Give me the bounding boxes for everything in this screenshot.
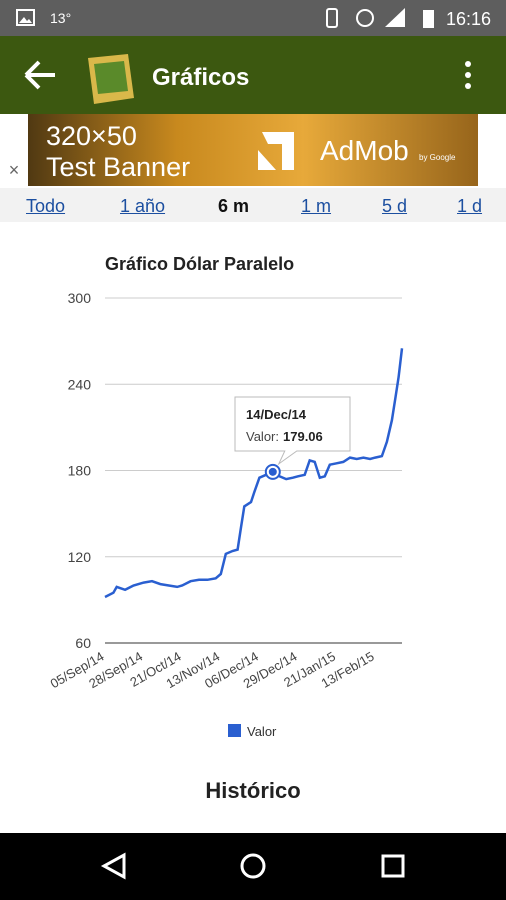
app-title: Gráficos: [152, 64, 249, 91]
ad-margin: [478, 114, 506, 186]
tab[interactable]: 5 d: [382, 196, 408, 216]
y-tick-label: 240: [68, 376, 92, 392]
chart: Gráfico Dólar Paralelo 6012018024030005/…: [48, 254, 404, 739]
back-button[interactable]: [24, 60, 55, 90]
status-bar: 13° 16:16: [0, 0, 506, 36]
ad-banner[interactable]: × 320×50 Test Banner AdMob by Google: [0, 114, 506, 186]
tooltip-number: 179.06: [283, 429, 323, 444]
tooltip-date: 14/Dec/14: [246, 407, 307, 422]
nav-icons: [100, 852, 405, 880]
tab[interactable]: 1 m: [301, 196, 332, 216]
vibrate-icon: [326, 8, 338, 28]
temperature: 13°: [50, 10, 71, 26]
series-line: [104, 348, 404, 599]
nav-back[interactable]: [100, 852, 126, 880]
tooltip-box: [234, 396, 351, 466]
nav-recents[interactable]: [381, 854, 405, 878]
legend-label: Valor: [247, 724, 277, 739]
status-icons: 13° 16:16: [16, 8, 491, 29]
y-tick-label: 300: [68, 290, 92, 306]
tab-row: Todo 1 año 6 m 1 m 5 d 1 d: [0, 188, 506, 222]
ad-margin: [0, 114, 28, 186]
ad-close[interactable]: ×: [9, 160, 20, 180]
clock: 16:16: [446, 9, 491, 29]
tooltip-value: Valor: 179.06: [246, 429, 323, 444]
app-bar: Gráficos: [0, 36, 506, 114]
image-icon-mark: [19, 17, 32, 23]
y-tick-label: 180: [68, 463, 92, 479]
battery-icon: [423, 10, 434, 28]
ad-brand: AdMob: [320, 135, 409, 166]
ad-label: Test Banner: [46, 152, 190, 182]
image-icon: [16, 9, 35, 26]
nav-home[interactable]: [240, 853, 266, 879]
app-icon: [88, 54, 134, 104]
ad-art: × 320×50 Test Banner AdMob by Google: [0, 114, 506, 186]
tooltip-label: Valor:: [246, 429, 279, 444]
admob-logo: [258, 132, 294, 170]
ad-background: [0, 114, 506, 186]
signal-icon: [385, 8, 405, 27]
y-tick-label: 60: [75, 635, 91, 651]
y-tick-label: 120: [68, 549, 92, 565]
legend-swatch: [228, 724, 241, 737]
tab[interactable]: 1 d: [457, 196, 483, 216]
chart-title: Gráfico Dólar Paralelo: [105, 254, 294, 274]
section-title: Histórico: [205, 778, 301, 803]
tab[interactable]: Todo: [26, 196, 66, 216]
alarm-icon: [356, 9, 374, 27]
ad-size: 320×50: [46, 121, 137, 151]
nav-bar: [0, 833, 506, 900]
highlight-dot: [268, 467, 277, 476]
tab[interactable]: 1 año: [120, 196, 166, 216]
tab[interactable]: 6 m: [218, 196, 250, 216]
overflow-menu[interactable]: [465, 61, 471, 89]
ad-byline: by Google: [419, 153, 456, 162]
app-bar-icons: Gráficos: [24, 54, 471, 104]
